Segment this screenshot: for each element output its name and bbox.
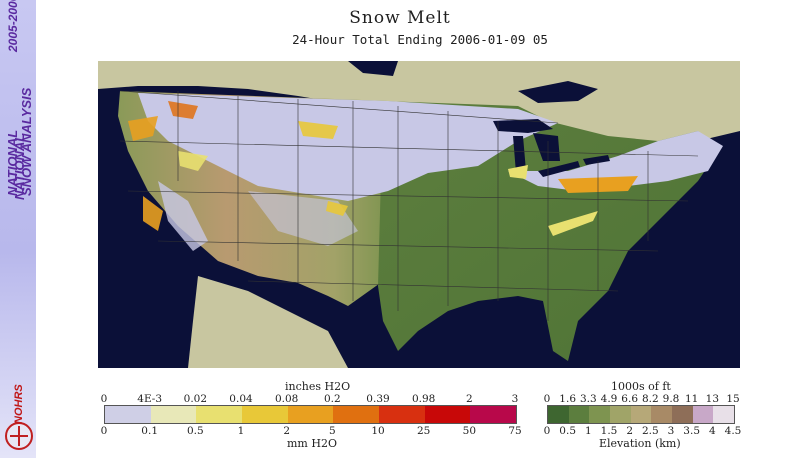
- elev-swatch-4: [630, 406, 652, 423]
- snow-swatch-3: [242, 406, 288, 423]
- snow-swatch-0: [105, 406, 151, 423]
- elev-swatch-6: [672, 406, 693, 423]
- lake-ontario: [583, 155, 610, 165]
- snow-swatch-6: [379, 406, 425, 423]
- lake-superior: [493, 119, 553, 133]
- elev-legend-unit-bottom: Elevation (km): [599, 437, 681, 450]
- snow-mm-tick-1: 0.1: [141, 425, 159, 437]
- elev-ft-tick-5: 8.2: [641, 393, 659, 405]
- mexico-land: [188, 276, 348, 368]
- snow-swatch-5: [333, 406, 380, 423]
- elev-swatch-0: [548, 406, 569, 423]
- snow-mm-tick-3: 1: [237, 425, 245, 437]
- snow-mm-tick-7: 25: [416, 425, 431, 437]
- elev-km-tick-2: 1: [584, 425, 592, 437]
- elev-swatch-1: [568, 406, 590, 423]
- snow-legend-unit-top: inches H2O: [285, 380, 351, 393]
- snow-mm-tick-4: 2: [283, 425, 290, 437]
- lake-michigan: [513, 136, 526, 173]
- side-banner: NATIONAL NATIONAL SNOW ANALYSIS 2005-200…: [0, 0, 36, 458]
- banner-snow-analysis: SNOW ANALYSIS: [19, 87, 34, 196]
- snow-mm-tick-5: 5: [328, 425, 336, 437]
- elevation-color-scale: [547, 405, 735, 424]
- snow-mm-tick-2: 0.5: [186, 425, 204, 437]
- elev-km-tick-7: 3.5: [683, 425, 701, 437]
- elev-ft-tick-3: 4.9: [600, 393, 618, 405]
- snow-mm-tick-9: 75: [508, 425, 522, 437]
- snow-legend-unit-bottom: mm H2O: [287, 437, 337, 450]
- snow-swatch-1: [150, 406, 197, 423]
- elev-ft-tick-7: 11: [684, 393, 699, 405]
- snow-color-scale: [104, 405, 517, 424]
- snow-inch-tick-8: 2: [465, 393, 473, 405]
- snow-inch-tick-0: 0: [100, 393, 108, 405]
- northeast-snow-cover: [508, 131, 723, 191]
- snow-melt-map: [98, 61, 740, 368]
- elev-swatch-2: [589, 406, 611, 423]
- elev-km-tick-5: 2.5: [641, 425, 659, 437]
- banner-line1: NATIONAL: [12, 134, 27, 200]
- elev-ft-tick-1: 1.6: [559, 393, 577, 405]
- snow-inch-tick-3: 0.04: [229, 393, 253, 405]
- elev-swatch-3: [610, 406, 631, 423]
- elev-swatch-7: [692, 406, 714, 423]
- snow-swatch-7: [424, 406, 471, 423]
- banner-titles: NATIONAL SNOW ANALYSIS: [5, 87, 34, 196]
- snow-inch-tick-7: 0.98: [411, 393, 436, 405]
- elev-swatch-5: [651, 406, 673, 423]
- snow-mm-tick-0: 0: [100, 425, 108, 437]
- banner-national: NATIONAL: [5, 130, 20, 196]
- snow-swatch-4: [287, 406, 334, 423]
- snow-inch-tick-2: 0.02: [183, 393, 208, 405]
- elev-legend-unit-top: 1000s of ft: [611, 380, 671, 393]
- banner-years-text: 2005-2006: [6, 0, 20, 53]
- lake-erie: [538, 161, 580, 177]
- snow-mm-tick-6: 10: [371, 425, 385, 437]
- elev-km-tick-6: 3: [667, 425, 675, 437]
- snow-swatch-8: [470, 406, 517, 423]
- snow-swatch-2: [196, 406, 243, 423]
- snow-inch-tick-9: 3: [511, 393, 519, 405]
- elev-km-tick-1: 0.5: [559, 425, 577, 437]
- elev-ft-tick-6: 9.8: [662, 393, 680, 405]
- elev-ft-tick-2: 3.3: [579, 393, 597, 405]
- elev-km-tick-0: 0: [543, 425, 551, 437]
- snow-mm-tick-8: 50: [462, 425, 477, 437]
- snow-inch-tick-1: 4E-3: [137, 393, 163, 405]
- nohrsc-logo: NOHRSC: [5, 384, 33, 450]
- elev-ft-tick-0: 0: [543, 393, 551, 405]
- banner-text: NATIONAL: [12, 134, 27, 200]
- snow-inch-tick-6: 0.39: [366, 393, 390, 405]
- banner-years: 2005-2006: [6, 0, 20, 53]
- snow-inch-tick-5: 0.2: [323, 393, 341, 405]
- page-title: Snow Melt: [349, 8, 451, 28]
- page-subtitle: 24-Hour Total Ending 2006-01-09 05: [292, 32, 548, 47]
- state-borders: [119, 90, 699, 321]
- elev-ft-tick-8: 13: [705, 393, 720, 405]
- elev-km-tick-3: 1.5: [600, 425, 618, 437]
- elev-km-tick-8: 4: [708, 425, 716, 437]
- appalachian-melt: [548, 211, 598, 236]
- elev-ft-tick-4: 6.6: [621, 393, 639, 405]
- elev-swatch-8: [713, 406, 735, 423]
- elev-km-tick-4: 2: [626, 425, 633, 437]
- svg-text:NOHRSC: NOHRSC: [13, 384, 25, 424]
- snow-inch-tick-4: 0.08: [274, 393, 299, 405]
- lake-huron: [533, 133, 560, 161]
- elev-ft-tick-9: 15: [726, 393, 740, 405]
- elev-km-tick-9: 4.5: [724, 425, 742, 437]
